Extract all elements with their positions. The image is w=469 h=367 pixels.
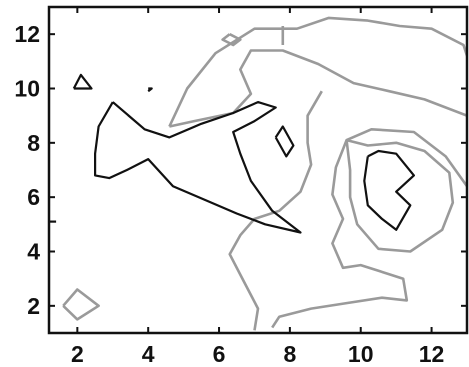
y-tick-label: 2	[27, 293, 40, 319]
contour-line-high-9	[274, 125, 295, 158]
tick-labels: 2 4 6 8 10 12 2 4 6 8 10 12	[14, 21, 444, 367]
x-tick-label: 2	[71, 341, 84, 367]
contour-line-high-11	[147, 87, 153, 93]
x-tick-label: 4	[142, 341, 155, 367]
y-tick-label: 8	[27, 130, 40, 156]
contour-line-high-10	[72, 73, 93, 90]
y-tick-label: 6	[27, 184, 40, 210]
contour-line-low-1	[169, 49, 467, 128]
plot-frame	[47, 5, 469, 335]
y-tick-label: 12	[14, 21, 40, 47]
contour-line-high-13	[363, 149, 415, 231]
axis-ticks	[49, 7, 467, 333]
contour-line-low-0	[168, 16, 467, 128]
contour-line-low-6	[345, 138, 455, 253]
contour-line-high-8	[93, 100, 302, 234]
contour-line-low-5	[271, 128, 467, 329]
y-tick-label: 10	[14, 76, 40, 102]
contour-line-low-2	[221, 33, 242, 47]
y-tick-label: 4	[27, 239, 40, 265]
contour-lines	[49, 16, 467, 331]
x-tick-label: 6	[213, 341, 226, 367]
x-tick-label: 8	[283, 341, 296, 367]
x-tick-label: 10	[348, 341, 374, 367]
x-tick-label: 12	[419, 341, 445, 367]
contour-line-low-4	[228, 90, 323, 331]
contour-line-low-7	[62, 288, 100, 321]
